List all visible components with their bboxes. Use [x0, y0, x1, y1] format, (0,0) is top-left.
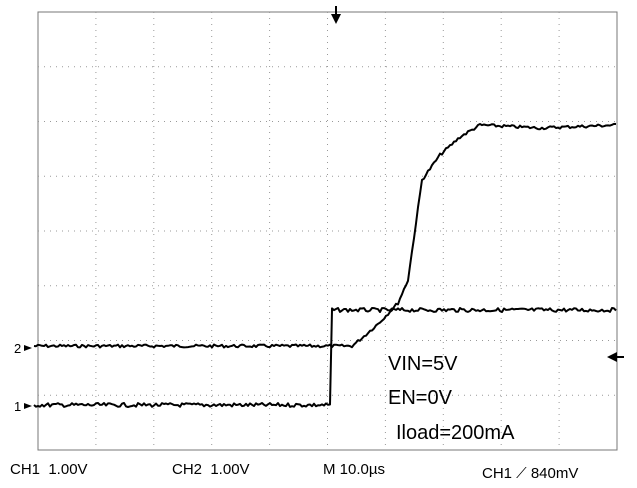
oscilloscope-screen: 2 1 VIN=5V EN=0V Iload=200mA CH1 1.00V C… — [0, 0, 637, 488]
ch1-marker-arrow — [24, 403, 32, 409]
ch2-marker: 2 — [14, 341, 21, 356]
annotation: VIN=5V — [388, 353, 458, 375]
annotation: EN=0V — [388, 387, 453, 409]
annotation: Iload=200mA — [396, 422, 515, 444]
ch2-marker-arrow — [24, 345, 32, 351]
ch1-scale: CH1 1.00V — [10, 461, 88, 478]
ch1-marker: 1 — [14, 399, 21, 414]
ch2-scale: CH2 1.00V — [172, 461, 250, 478]
timebase: M 10.0µs — [323, 461, 385, 478]
trigger-setting: CH1 ⟋ 840mV — [482, 465, 578, 482]
